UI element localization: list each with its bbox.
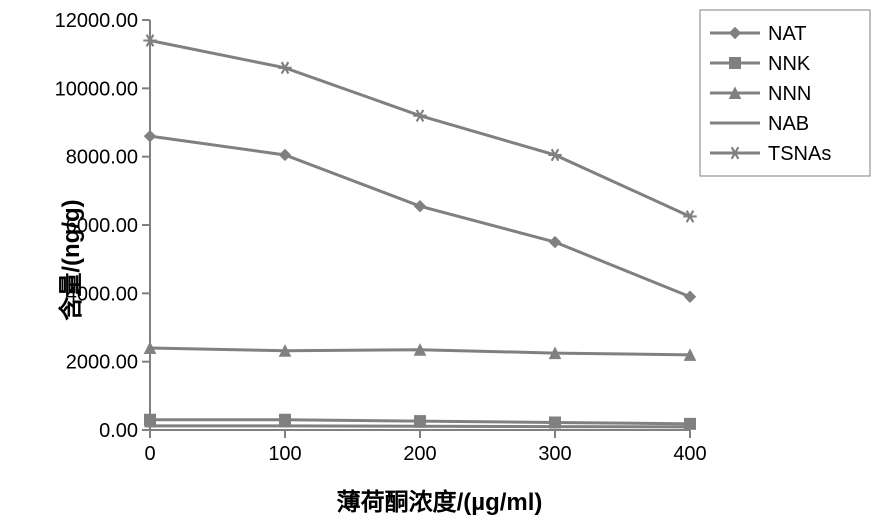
marker-diamond-icon [145,131,156,142]
legend-label: NAB [768,113,809,135]
x-tick-label: 400 [673,443,706,465]
y-tick-label: 0.00 [99,420,138,442]
x-tick-label: 200 [403,443,436,465]
marker-diamond-icon [685,291,696,302]
y-tick-label: 12000.00 [55,10,138,32]
x-tick-label: 100 [268,443,301,465]
x-tick-label: 0 [144,443,155,465]
marker-square-icon [145,414,156,425]
series-NAB [145,426,696,427]
marker-diamond-icon [280,149,291,160]
series-NNN [145,343,696,361]
marker-diamond-icon [415,201,426,212]
series-NAT [145,131,696,303]
y-tick-label: 10000.00 [55,78,138,100]
legend-label: NNN [768,83,811,105]
series-TSNAs [143,35,696,222]
series-line [150,136,690,297]
legend-label: NNK [768,53,811,75]
marker-square-icon [280,414,291,425]
x-axis-label: 薄荷酮浓度/(µg/ml) [0,482,879,517]
marker-diamond-icon [550,237,561,248]
legend-label: NAT [768,23,807,45]
y-axis-label: 含量/(ng/g) [51,199,86,320]
chart-container: 含量/(ng/g) 0.002000.004000.006000.008000.… [0,0,879,523]
y-tick-label: 8000.00 [66,147,138,169]
legend: NAT NNK NNN NAB TSNAs [700,10,870,176]
series-line [150,41,690,217]
marker-square-icon [730,58,741,69]
x-tick-label: 300 [538,443,571,465]
chart-svg: 0.002000.004000.006000.008000.0010000.00… [0,0,879,490]
y-tick-label: 2000.00 [66,352,138,374]
legend-label: TSNAs [768,143,831,165]
